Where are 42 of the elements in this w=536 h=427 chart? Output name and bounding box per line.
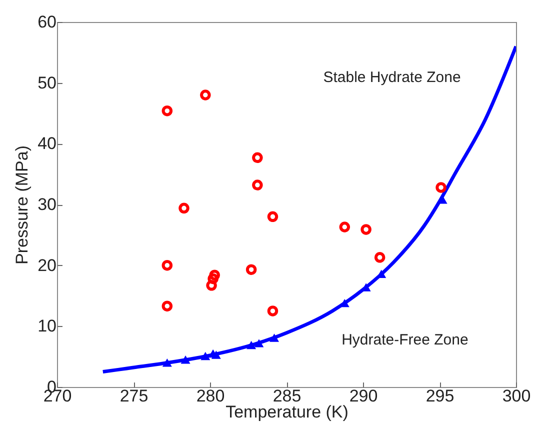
- point: [200, 352, 210, 360]
- point: [162, 300, 173, 312]
- point: [374, 252, 386, 263]
- y-tick-label: 60: [38, 12, 56, 32]
- point: [206, 280, 217, 291]
- x-tick-label: 290: [349, 386, 378, 406]
- point: [360, 224, 372, 235]
- point: [252, 180, 263, 190]
- point: [180, 356, 190, 364]
- x-tick-label: 275: [120, 386, 148, 406]
- annotation: Hydrate-Free Zone: [342, 332, 468, 349]
- x-axis-title: Temperature (K): [226, 402, 348, 422]
- point: [376, 270, 386, 278]
- point: [246, 340, 256, 350]
- point: [252, 152, 263, 164]
- y-tick-label: 50: [38, 73, 56, 92]
- point: [340, 298, 350, 308]
- y-tick-label: 10: [38, 316, 56, 336]
- y-tick-label: 20: [38, 256, 56, 275]
- point: [162, 260, 173, 271]
- point: [162, 105, 173, 116]
- annotation: Stable Hydrate Zone: [323, 68, 461, 86]
- point: [436, 182, 446, 193]
- y-axis-title: Pressure (MPa): [12, 145, 32, 265]
- x-tick-label: 285: [272, 386, 302, 406]
- point: [162, 358, 172, 367]
- y-tick-label: 40: [38, 134, 56, 154]
- point: [267, 306, 278, 316]
- point: [267, 211, 278, 222]
- point: [246, 264, 257, 275]
- point: [270, 334, 280, 342]
- point: [209, 270, 220, 280]
- point: [339, 222, 350, 232]
- point: [200, 90, 211, 100]
- y-tick-label: 30: [38, 195, 56, 214]
- x-tick-label: 300: [502, 386, 531, 406]
- x-tick-label: 295: [426, 386, 454, 406]
- x-tick-label: 280: [196, 386, 225, 406]
- point: [254, 339, 264, 348]
- point: [211, 350, 221, 359]
- line-series: [101, 44, 516, 374]
- point: [178, 202, 190, 214]
